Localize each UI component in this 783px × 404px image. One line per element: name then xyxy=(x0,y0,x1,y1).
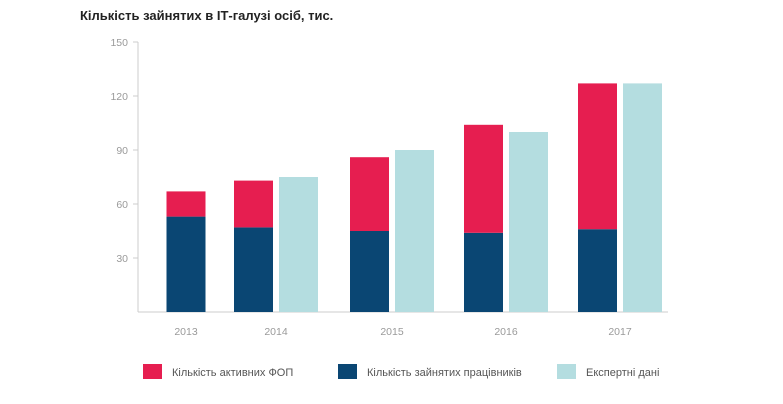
bar-expert-2014 xyxy=(279,177,318,312)
bar-employees-2014 xyxy=(234,227,273,312)
bar-employees-2017 xyxy=(578,229,617,312)
bar-fop-2014 xyxy=(234,180,273,228)
legend-swatch xyxy=(338,364,357,379)
legend-swatch xyxy=(557,364,576,379)
bar-employees-2015 xyxy=(350,231,389,312)
bar-fop-2015 xyxy=(350,157,389,231)
y-tick-label: 120 xyxy=(110,91,128,103)
legend-swatch xyxy=(143,364,162,379)
bar-expert-2016 xyxy=(509,132,548,312)
y-tick-label: 30 xyxy=(116,253,128,265)
x-tick-label: 2016 xyxy=(494,326,518,338)
x-tick-label: 2017 xyxy=(608,326,632,338)
x-tick-label: 2014 xyxy=(264,326,288,338)
bar-employees-2016 xyxy=(464,232,503,312)
bar-expert-2015 xyxy=(395,150,434,312)
legend-label: Кількість зайнятих працівників xyxy=(367,367,522,379)
bar-expert-2017 xyxy=(623,83,662,313)
y-tick-label: 150 xyxy=(110,37,128,49)
bar-employees-2013 xyxy=(166,216,206,312)
bar-fop-2013 xyxy=(166,191,206,217)
legend-label: Кількість активних ФОП xyxy=(172,367,293,379)
bar-fop-2016 xyxy=(464,124,503,233)
legend-label: Експертні дані xyxy=(586,367,659,379)
y-tick-label: 90 xyxy=(116,145,128,157)
x-tick-label: 2015 xyxy=(380,326,404,338)
x-tick-label: 2013 xyxy=(174,326,198,338)
bar-fop-2017 xyxy=(578,83,617,230)
y-tick-label: 60 xyxy=(116,199,128,211)
chart-title: Кількість зайнятих в ІТ-галузі осіб, тис… xyxy=(80,8,334,23)
